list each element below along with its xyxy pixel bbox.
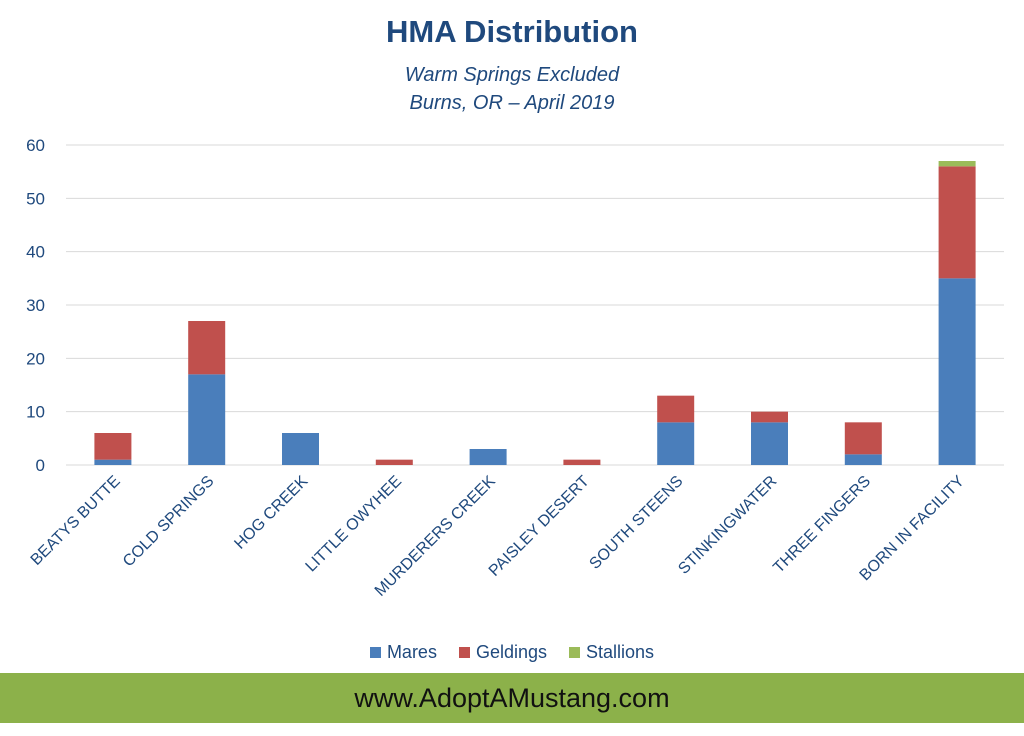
bar-mares-stinkingwater — [751, 422, 788, 465]
bar-mares-hog-creek — [282, 433, 319, 465]
x-category-label: LITTLE OWYHEE — [303, 473, 406, 576]
y-tick-label: 20 — [26, 349, 45, 368]
bar-geldings-little-owyhee — [375, 459, 413, 465]
x-category-label: PAISLEY DESERT — [486, 473, 593, 580]
bar-mares-south-steens — [657, 422, 695, 465]
legend-label-stallions: Stallions — [586, 642, 655, 662]
bar-mares-cold-springs — [188, 374, 226, 465]
x-category-label: COLD SPRINGS — [120, 473, 218, 571]
bar-geldings-beatys-butte — [94, 433, 132, 460]
bar-geldings-south-steens — [657, 395, 695, 423]
bar-stallions-born-in-facility — [938, 161, 976, 167]
bar-geldings-stinkingwater — [751, 411, 788, 423]
bar-mares-three-fingers — [844, 454, 882, 465]
legend-swatch-geldings — [458, 647, 470, 658]
legend-item-stallions: Stallions — [569, 642, 654, 663]
y-tick-label: 50 — [26, 189, 45, 208]
bar-geldings-cold-springs — [188, 321, 226, 375]
bar-mares-beatys-butte — [94, 459, 132, 465]
y-tick-label: 30 — [26, 296, 45, 315]
x-category-label: SOUTH STEENS — [586, 473, 686, 573]
legend-swatch-mares — [369, 647, 381, 658]
legend-item-geldings: Geldings — [458, 642, 547, 663]
bar-mares-murderers-creek — [469, 449, 507, 465]
y-tick-label: 0 — [36, 456, 45, 475]
bar-geldings-paisley-desert — [563, 459, 601, 465]
bar-mares-born-in-facility — [938, 278, 976, 465]
bar-geldings-three-fingers — [844, 422, 882, 455]
chart-title: HMA Distribution — [386, 14, 638, 49]
x-category-label: BEATYS BUTTE — [28, 473, 124, 569]
footer-website-link[interactable]: www.AdoptAMustang.com — [354, 682, 670, 713]
legend-item-mares: Mares — [369, 642, 437, 663]
footer-banner: www.AdoptAMustang.com — [0, 673, 1024, 723]
legend-label-mares: Mares — [386, 642, 437, 662]
legend: Mares Geldings Stallions — [0, 642, 1024, 663]
chart-subtitle-2: Burns, OR – April 2019 — [409, 92, 615, 114]
bar-geldings-born-in-facility — [938, 166, 976, 279]
y-tick-label: 40 — [26, 243, 45, 262]
legend-label-geldings: Geldings — [475, 642, 547, 662]
y-tick-label: 60 — [26, 136, 45, 155]
x-category-label: STINKINGWATER — [675, 473, 780, 578]
legend-swatch-stallions — [569, 647, 580, 658]
x-category-label: HOG CREEK — [231, 473, 311, 553]
chart-subtitle-1: Warm Springs Excluded — [404, 64, 620, 86]
y-tick-label: 10 — [26, 403, 45, 422]
x-category-label: BORN IN FACILITY — [857, 473, 969, 585]
x-category-label: THREE FINGERS — [770, 473, 874, 577]
